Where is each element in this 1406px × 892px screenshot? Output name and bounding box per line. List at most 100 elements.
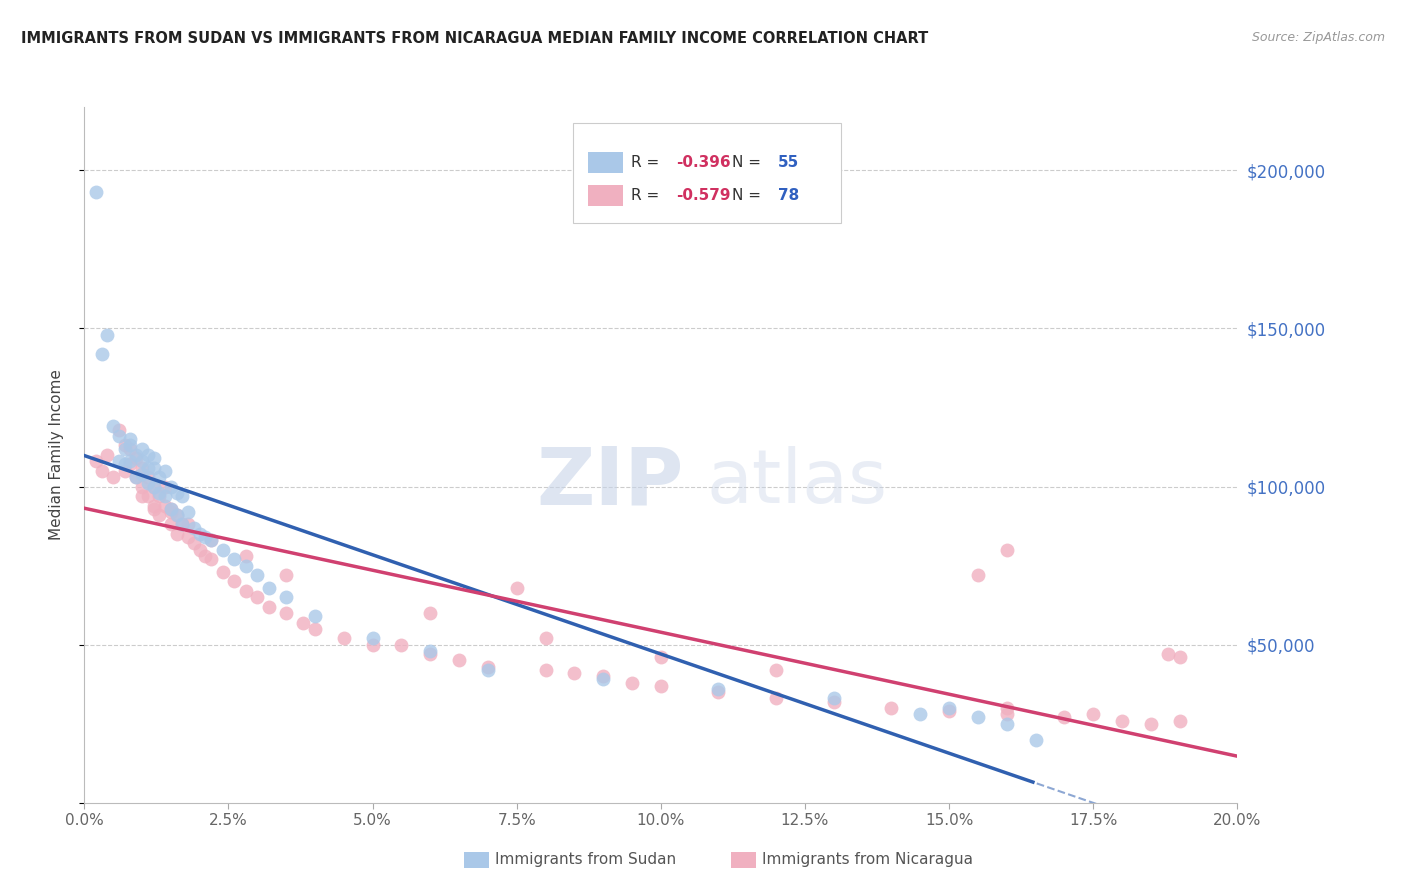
Point: [292, 615, 315, 630]
Point: [166, 508, 188, 522]
Point: [419, 647, 441, 661]
Point: [276, 568, 298, 582]
Point: [172, 489, 194, 503]
Point: [183, 536, 205, 550]
Point: [304, 609, 326, 624]
Point: [136, 460, 159, 475]
Y-axis label: Median Family Income: Median Family Income: [49, 369, 63, 541]
Point: [172, 517, 194, 532]
Point: [257, 581, 280, 595]
Point: [477, 660, 499, 674]
Point: [1140, 716, 1163, 731]
Point: [765, 663, 787, 677]
Point: [276, 591, 298, 605]
Point: [166, 527, 188, 541]
Point: [938, 701, 960, 715]
Point: [153, 464, 176, 478]
Point: [224, 574, 246, 589]
Point: [131, 467, 153, 481]
Text: IMMIGRANTS FROM SUDAN VS IMMIGRANTS FROM NICARAGUA MEDIAN FAMILY INCOME CORRELAT: IMMIGRANTS FROM SUDAN VS IMMIGRANTS FROM…: [21, 31, 928, 46]
Point: [125, 470, 148, 484]
Point: [534, 632, 557, 646]
Point: [823, 691, 845, 706]
Point: [142, 460, 165, 475]
Point: [938, 704, 960, 718]
Point: [114, 458, 136, 472]
Point: [224, 552, 246, 566]
Point: [995, 707, 1018, 722]
Point: [1053, 710, 1076, 724]
Point: [136, 489, 159, 503]
Point: [160, 479, 183, 493]
Point: [419, 644, 441, 658]
Point: [995, 542, 1018, 557]
Point: [194, 530, 217, 544]
Point: [449, 653, 471, 667]
Point: [361, 632, 384, 646]
Text: ZIP: ZIP: [537, 443, 683, 522]
Point: [142, 499, 165, 513]
Point: [650, 679, 672, 693]
Text: 55: 55: [778, 155, 799, 169]
Point: [200, 533, 222, 548]
Point: [235, 583, 257, 598]
Point: [235, 549, 257, 563]
Point: [153, 479, 176, 493]
Point: [114, 438, 136, 452]
Point: [160, 501, 183, 516]
Point: [148, 508, 170, 522]
Point: [967, 710, 990, 724]
Text: N =: N =: [733, 188, 766, 203]
Point: [765, 691, 787, 706]
Point: [183, 521, 205, 535]
Point: [148, 489, 170, 503]
Point: [131, 460, 153, 475]
Point: [125, 470, 148, 484]
Point: [136, 470, 159, 484]
Point: [995, 701, 1018, 715]
Point: [235, 558, 257, 573]
Point: [108, 423, 131, 437]
Point: [160, 517, 183, 532]
Point: [142, 451, 165, 466]
Text: N =: N =: [733, 155, 766, 169]
Point: [1111, 714, 1133, 728]
Text: 78: 78: [778, 188, 799, 203]
Point: [84, 454, 107, 468]
Point: [125, 451, 148, 466]
Text: Immigrants from Nicaragua: Immigrants from Nicaragua: [762, 853, 973, 867]
Text: Immigrants from Sudan: Immigrants from Sudan: [495, 853, 676, 867]
Point: [172, 517, 194, 532]
Point: [142, 479, 165, 493]
Point: [120, 432, 142, 446]
Point: [391, 638, 413, 652]
Point: [96, 327, 118, 342]
Point: [650, 650, 672, 665]
Point: [361, 638, 384, 652]
Point: [211, 565, 233, 579]
Point: [200, 533, 222, 548]
Point: [131, 479, 153, 493]
Point: [160, 501, 183, 516]
Point: [257, 599, 280, 614]
Point: [103, 470, 124, 484]
Point: [592, 669, 614, 683]
Point: [419, 606, 441, 620]
Point: [90, 464, 112, 478]
Point: [1168, 650, 1191, 665]
Point: [114, 464, 136, 478]
Point: [84, 186, 107, 200]
Point: [177, 505, 200, 519]
Text: -0.579: -0.579: [676, 188, 731, 203]
Point: [177, 517, 200, 532]
Point: [108, 454, 131, 468]
Point: [333, 632, 356, 646]
Point: [131, 489, 153, 503]
Point: [114, 442, 136, 456]
Point: [995, 716, 1018, 731]
Point: [1168, 714, 1191, 728]
Point: [910, 707, 932, 722]
Point: [592, 673, 614, 687]
Point: [246, 591, 269, 605]
Point: [153, 489, 176, 503]
